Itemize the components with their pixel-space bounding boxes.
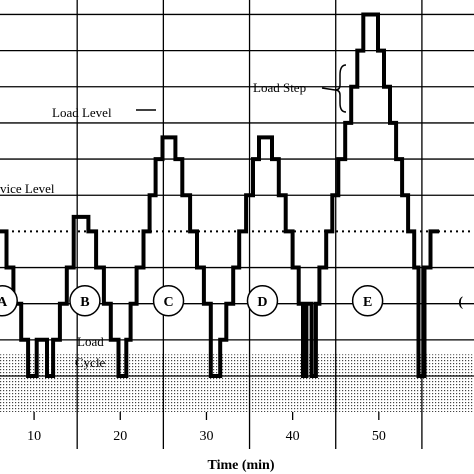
cycle-circle-b xyxy=(69,285,101,317)
cycle-label-2: C xyxy=(163,295,173,310)
x-axis-title: Time (min) xyxy=(207,458,274,473)
x-tick-label-40: 40 xyxy=(286,429,300,444)
cycle-label-4: E xyxy=(363,295,372,310)
x-tick-label-50: 50 xyxy=(372,429,386,444)
cycle-label-3: D xyxy=(257,295,267,310)
annotation-load-level: Load Level xyxy=(52,105,112,120)
cycle-label-1: B xyxy=(80,295,89,310)
load-series-line xyxy=(0,12,440,378)
cycle-circle-e xyxy=(351,285,384,317)
x-tick-label-30: 30 xyxy=(199,429,213,444)
load-step-brace xyxy=(334,64,347,113)
grid-lines xyxy=(0,0,474,449)
annotation-load-cycle-line2: Cycle xyxy=(75,355,106,370)
x-tick-label-10: 10 xyxy=(27,429,41,444)
annotation-load-step: Load Step xyxy=(253,80,306,95)
cycle-label-5: ( xyxy=(458,295,463,310)
cycle-label-0: A xyxy=(0,295,8,310)
x-tick-label-20: 20 xyxy=(113,429,127,444)
cycle-circle-d xyxy=(246,285,279,317)
annotation-service-level: vice Level xyxy=(0,181,55,196)
load-step-pointer xyxy=(321,87,336,91)
cycle-circle-c xyxy=(152,285,185,317)
annotation-load-cycle-line1: Load xyxy=(77,334,104,349)
cycle-circle-a xyxy=(0,285,18,317)
shaded-band xyxy=(0,354,474,412)
